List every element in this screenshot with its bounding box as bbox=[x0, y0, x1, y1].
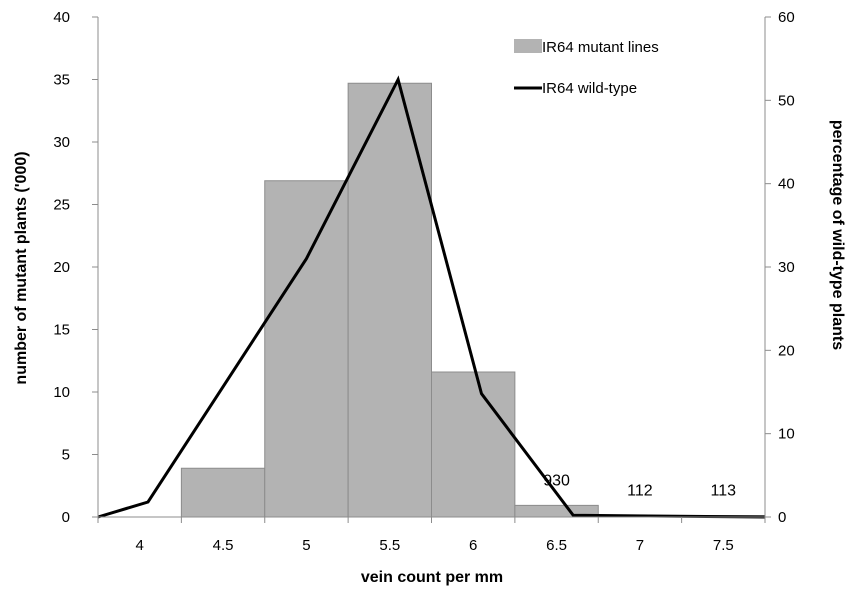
data-label-7: 112 bbox=[627, 483, 653, 500]
x-tick-label: 7 bbox=[636, 537, 644, 554]
x-tick-label: 6.5 bbox=[546, 537, 567, 554]
annotations-group: 930 112 113 bbox=[543, 472, 736, 499]
wild-type-line bbox=[97, 75, 766, 519]
x-tick-label: 5 bbox=[302, 537, 310, 554]
legend: IR64 mutant lines IR64 wild-type bbox=[514, 39, 659, 97]
x-tick-label: 4 bbox=[136, 537, 144, 554]
legend-label-bars: IR64 mutant lines bbox=[542, 39, 659, 56]
y2-axis-title: percentage of wild-type plants bbox=[829, 120, 846, 350]
legend-label-line: IR64 wild-type bbox=[542, 80, 637, 97]
x-tick-label: 7.5 bbox=[713, 537, 734, 554]
ticks-group: 0 5 10 15 20 25 30 35 40 0 10 20 30 40 50 60 4 4.5 5 5.5 6 6.… bbox=[53, 9, 794, 554]
x-axis-title: vein count per mm bbox=[361, 569, 503, 586]
y2-tick-label: 20 bbox=[778, 342, 795, 359]
y2-tick-label: 0 bbox=[778, 509, 786, 526]
x-tick-label: 5.5 bbox=[379, 537, 400, 554]
data-label-6.5: 930 bbox=[543, 472, 570, 489]
y-tick-label: 25 bbox=[53, 197, 70, 214]
y-axis-title: number of mutant plants ('000) bbox=[13, 151, 30, 384]
y2-tick-label: 50 bbox=[778, 92, 795, 109]
bar-5.5 bbox=[347, 82, 432, 518]
x-tick-label: 4.5 bbox=[213, 537, 234, 554]
y-tick-label: 10 bbox=[53, 384, 70, 401]
y2-tick-label: 10 bbox=[778, 426, 795, 443]
y2-tick-label: 60 bbox=[778, 9, 795, 26]
y-tick-label: 5 bbox=[62, 447, 70, 464]
y-tick-label: 15 bbox=[53, 322, 70, 339]
legend-swatch-bar bbox=[514, 39, 542, 53]
y2-tick-label: 30 bbox=[778, 259, 795, 276]
y-tick-label: 30 bbox=[53, 134, 70, 151]
y-tick-label: 40 bbox=[53, 9, 70, 26]
x-tick-label: 6 bbox=[469, 537, 477, 554]
data-label-7.5: 113 bbox=[711, 483, 737, 500]
y-tick-label: 35 bbox=[53, 72, 70, 89]
bar-4.5 bbox=[180, 467, 266, 518]
bar-5 bbox=[264, 180, 349, 518]
y2-tick-label: 40 bbox=[778, 176, 795, 193]
line-group bbox=[97, 75, 766, 519]
y-tick-label: 20 bbox=[53, 259, 70, 276]
bars-group bbox=[180, 82, 766, 518]
bar-6 bbox=[431, 371, 516, 518]
y-tick-label: 0 bbox=[62, 509, 70, 526]
